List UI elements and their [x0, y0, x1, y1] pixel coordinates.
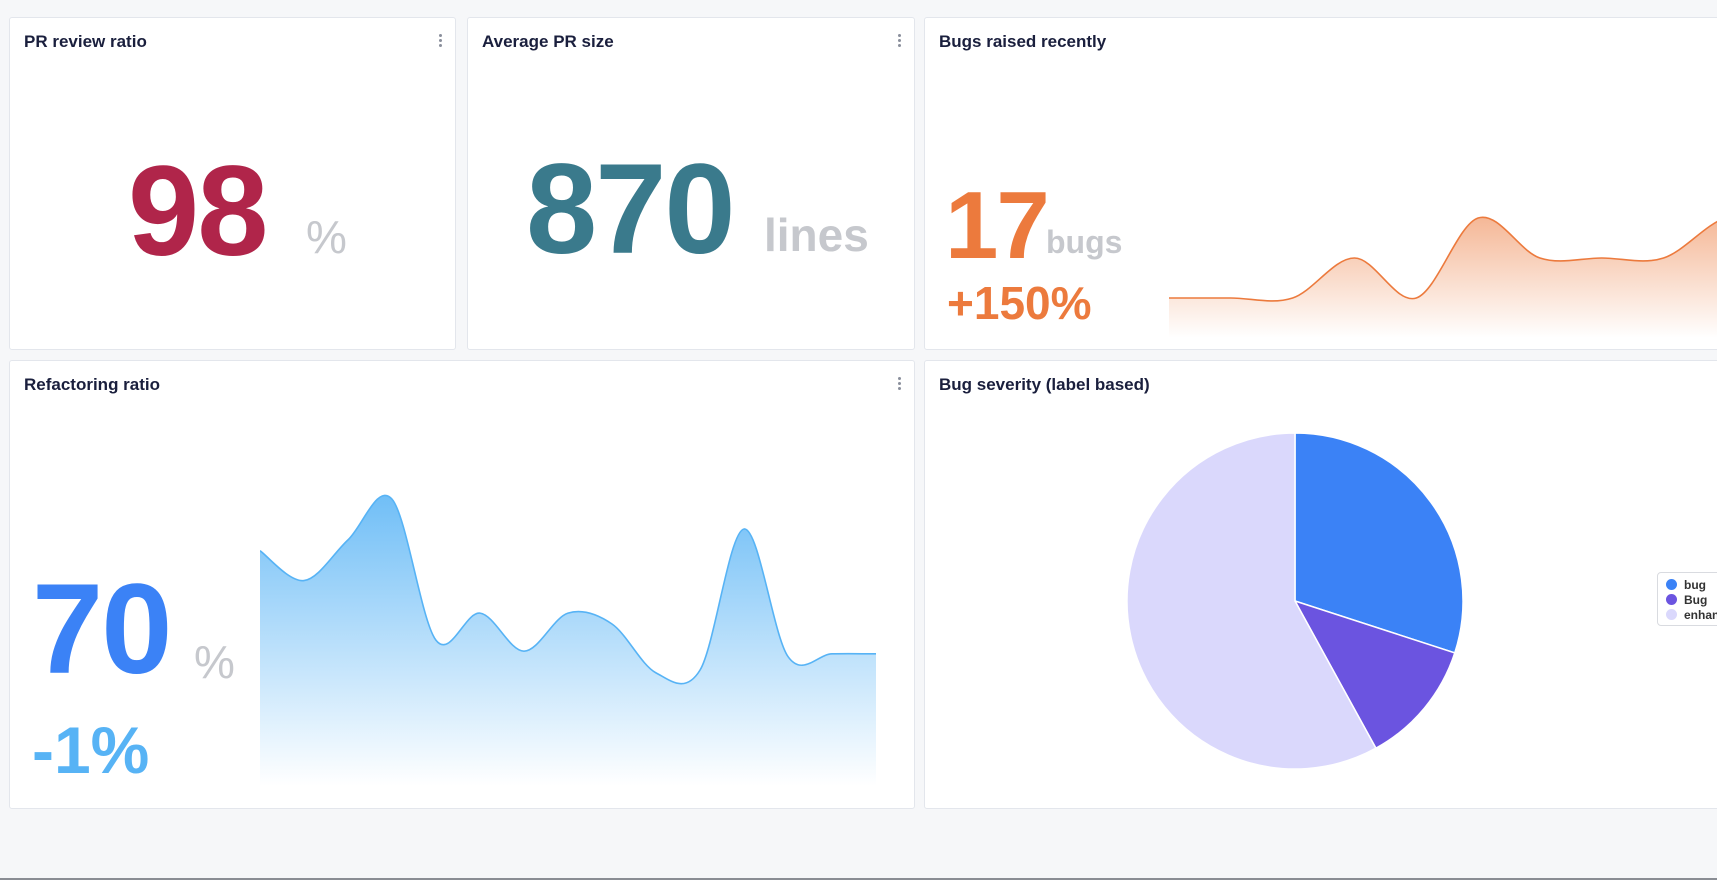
metric-value: 870: [526, 138, 736, 281]
metric-value: 70: [32, 558, 172, 701]
legend-dot: [1666, 609, 1677, 620]
area-fill: [260, 495, 876, 786]
card-title: Average PR size: [482, 32, 614, 51]
legend-dot: [1666, 579, 1677, 590]
kebab-vertical-icon[interactable]: [896, 34, 902, 50]
metric-unit: lines: [764, 209, 869, 261]
card-title: PR review ratio: [24, 32, 147, 51]
pie-legend: bug Bug enhan: [1657, 572, 1717, 626]
average-pr-size-card: Average PR size 870 lines: [467, 17, 915, 350]
card-title: Bug severity (label based): [939, 375, 1150, 394]
bottom-divider: [0, 878, 1717, 880]
refactoring-sparkline: [260, 494, 877, 786]
bugs-sparkline: [1169, 216, 1717, 338]
card-title: Bugs raised recently: [939, 32, 1107, 51]
refactoring-ratio-card: Refactoring ratio 70 % -1%: [9, 360, 915, 809]
area-fill: [1169, 217, 1717, 338]
pr-review-ratio-card: PR review ratio 98 %: [9, 17, 456, 350]
metric-unit: %: [194, 636, 235, 688]
metric-unit: %: [306, 211, 347, 263]
legend-label: enhan: [1684, 608, 1717, 622]
bug-severity-card: Bug severity (label based): [924, 360, 1717, 809]
bugs-raised-card: Bugs raised recently 17 bugs +150%: [924, 17, 1717, 350]
kebab-vertical-icon[interactable]: [437, 34, 443, 50]
metric-delta: +150%: [947, 277, 1092, 329]
legend-label: bug: [1684, 578, 1706, 592]
series-line: [260, 494, 877, 685]
pie-slice-enhan: [1126, 432, 1377, 770]
legend-label: Bug: [1684, 593, 1708, 607]
pie-slice-bug: [1293, 599, 1456, 750]
bug-severity-pie: [1126, 432, 1464, 770]
metric-value: 98: [128, 140, 268, 283]
series-line: [1169, 216, 1717, 302]
kebab-vertical-icon[interactable]: [896, 377, 902, 393]
metric-value: 17: [945, 172, 1050, 279]
metric-unit: bugs: [1046, 224, 1123, 260]
pie-slice-bug: [1294, 432, 1464, 654]
card-title: Refactoring ratio: [24, 375, 161, 394]
metric-delta: -1%: [32, 713, 150, 787]
legend-dot: [1666, 594, 1677, 605]
